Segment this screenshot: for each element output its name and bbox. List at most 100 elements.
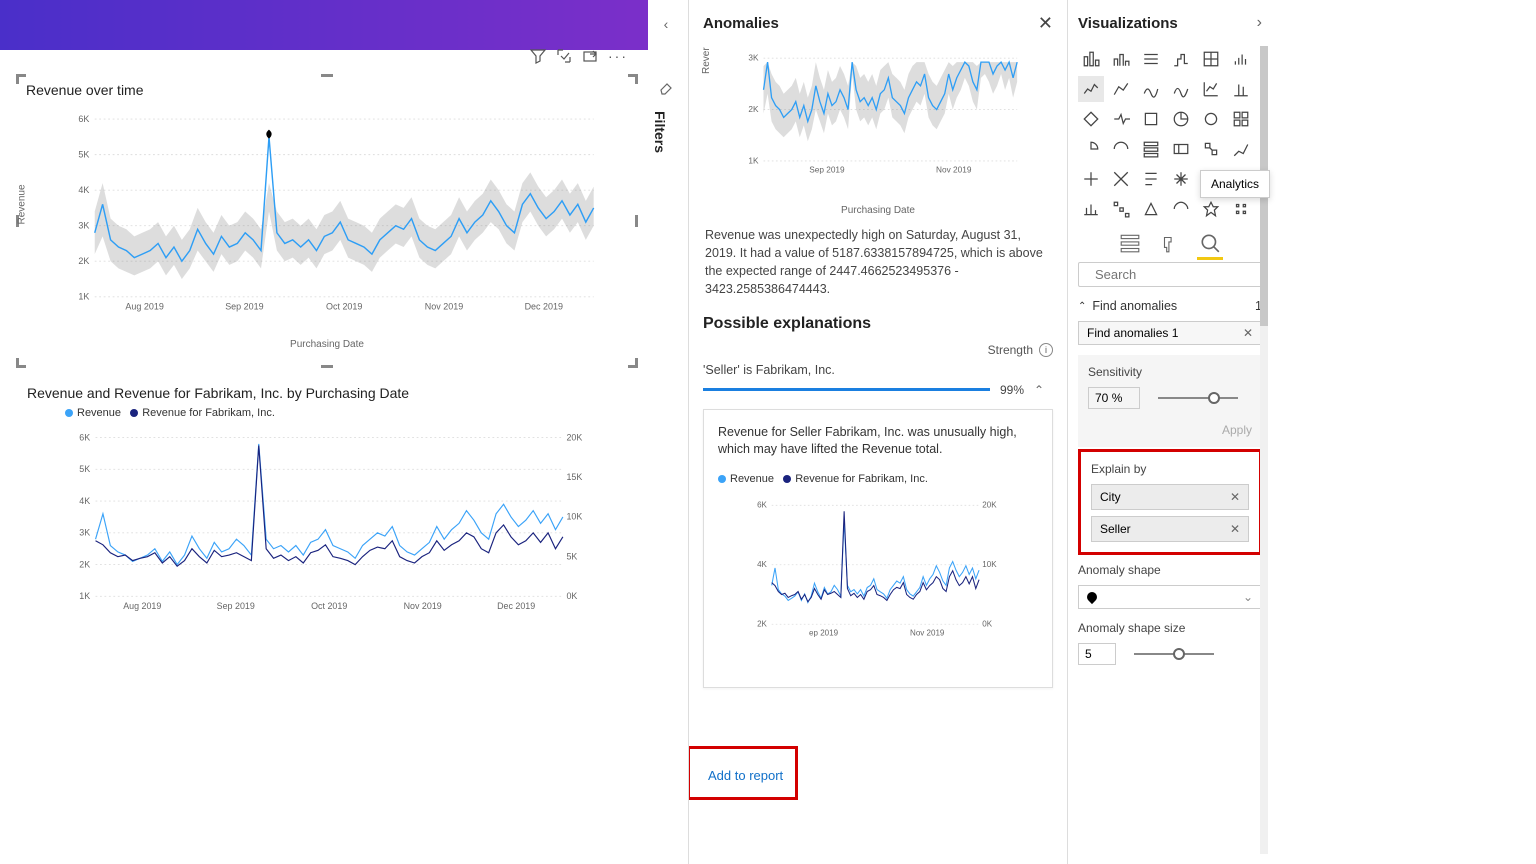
viz-type-icon[interactable] <box>1108 166 1134 192</box>
viz-type-icon[interactable] <box>1138 76 1164 102</box>
chart-revenue-over-time[interactable]: ··· Revenue over time Revenue Purchasing… <box>18 76 636 366</box>
export-icon[interactable] <box>582 48 598 69</box>
shape-size-slider[interactable] <box>1134 647 1214 661</box>
sensitivity-input[interactable]: 70 % <box>1088 387 1140 409</box>
viz-type-icon[interactable] <box>1198 76 1224 102</box>
selection-handle[interactable] <box>628 358 638 368</box>
viz-type-icon[interactable] <box>1108 46 1134 72</box>
legend-label: Revenue for Fabrikam, Inc. <box>795 473 928 485</box>
viz-type-icon[interactable] <box>1138 136 1164 162</box>
visualizations-pane: Visualizations › ⌃ Find anomalies 1 Find… <box>1070 0 1270 864</box>
report-header-bar <box>0 0 648 50</box>
selection-handle[interactable] <box>321 74 333 77</box>
strength-label: Strength <box>988 343 1033 357</box>
info-icon[interactable]: i <box>1039 343 1053 357</box>
viz-type-icon[interactable] <box>1108 76 1134 102</box>
viz-type-icon[interactable] <box>1228 196 1254 222</box>
svg-text:0K: 0K <box>982 619 992 628</box>
viz-type-icon[interactable] <box>1168 166 1194 192</box>
viz-type-icon[interactable] <box>1228 106 1254 132</box>
viz-type-icon[interactable] <box>1228 136 1254 162</box>
chevron-left-icon[interactable]: ‹ <box>652 16 680 32</box>
more-options-icon[interactable]: ··· <box>608 48 628 69</box>
viz-type-icon[interactable] <box>1078 136 1104 162</box>
report-canvas: ··· Revenue over time Revenue Purchasing… <box>0 72 648 690</box>
svg-text:4K: 4K <box>79 496 90 506</box>
legend-label: Revenue <box>730 473 774 485</box>
eraser-icon[interactable] <box>652 80 680 101</box>
scrollbar[interactable] <box>1260 46 1268 854</box>
sensitivity-slider[interactable] <box>1158 391 1238 405</box>
focus-mode-icon[interactable] <box>556 48 572 69</box>
svg-text:2K: 2K <box>748 105 759 114</box>
anomaly-shape-select[interactable]: ⌄ <box>1078 585 1262 609</box>
close-icon[interactable]: ✕ <box>1038 13 1053 34</box>
chart-revenue-fabrikam[interactable]: Revenue and Revenue for Fabrikam, Inc. b… <box>18 378 636 678</box>
selection-handle[interactable] <box>16 74 26 84</box>
svg-text:Dec 2019: Dec 2019 <box>525 301 563 311</box>
legend-dot <box>718 475 726 483</box>
viz-type-icon[interactable] <box>1078 106 1104 132</box>
fields-tab-icon[interactable] <box>1119 232 1141 254</box>
svg-text:20K: 20K <box>982 500 997 509</box>
find-anomalies-section[interactable]: ⌃ Find anomalies 1 <box>1078 299 1262 313</box>
explain-field-seller[interactable]: Seller ✕ <box>1091 516 1249 542</box>
viz-type-icon[interactable] <box>1108 106 1134 132</box>
possible-explanations-title: Possible explanations <box>703 315 1053 333</box>
viz-type-icon[interactable] <box>1198 46 1224 72</box>
svg-text:ep 2019: ep 2019 <box>809 628 839 637</box>
anomaly-shape-label: Anomaly shape <box>1078 563 1262 577</box>
legend-label: Revenue for Fabrikam, Inc. <box>142 407 275 419</box>
analytics-tooltip: Analytics <box>1200 170 1270 198</box>
add-to-report-highlight: Add to report <box>688 746 798 800</box>
viz-type-icon[interactable] <box>1168 136 1194 162</box>
x-axis-label: Purchasing Date <box>290 339 364 350</box>
explanation-card: Revenue for Seller Fabrikam, Inc. was un… <box>703 409 1053 688</box>
selection-handle[interactable] <box>628 74 638 84</box>
chevron-up-icon[interactable]: ⌃ <box>1034 383 1044 397</box>
viz-type-icon[interactable] <box>1138 196 1164 222</box>
format-tab-icon[interactable] <box>1159 232 1181 254</box>
anomaly-item-tag[interactable]: Find anomalies 1 ✕ <box>1078 321 1262 345</box>
search-input[interactable] <box>1095 267 1271 282</box>
viz-type-icon[interactable] <box>1078 76 1104 102</box>
apply-button[interactable]: Apply <box>1088 423 1252 437</box>
filters-pane-collapsed[interactable]: ‹ Filters <box>652 16 680 153</box>
selection-handle[interactable] <box>16 358 26 368</box>
chevron-right-icon[interactable]: › <box>1257 14 1262 32</box>
search-box[interactable] <box>1078 262 1262 287</box>
remove-icon[interactable]: ✕ <box>1243 326 1253 340</box>
explain-field-city[interactable]: City ✕ <box>1091 484 1249 510</box>
viz-type-icon[interactable] <box>1198 136 1224 162</box>
selection-handle[interactable] <box>321 365 333 368</box>
viz-type-icon[interactable] <box>1108 196 1134 222</box>
viz-type-icon[interactable] <box>1078 46 1104 72</box>
viz-type-icon[interactable] <box>1168 106 1194 132</box>
viz-type-icon[interactable] <box>1078 196 1104 222</box>
viz-type-icon[interactable] <box>1138 46 1164 72</box>
viz-type-icon[interactable] <box>1138 166 1164 192</box>
viz-type-icon[interactable] <box>1138 106 1164 132</box>
viz-type-icon[interactable] <box>1108 136 1134 162</box>
viz-type-icon[interactable] <box>1078 166 1104 192</box>
viz-type-icon[interactable] <box>1228 76 1254 102</box>
anomalies-pane: Anomalies ✕ Rever 1K2K3KSep 2019Nov 2019… <box>688 0 1068 864</box>
shape-size-input[interactable]: 5 <box>1078 643 1116 665</box>
viz-type-icon[interactable] <box>1228 46 1254 72</box>
analytics-tab-icon[interactable] <box>1199 232 1221 254</box>
chart-title: Revenue over time <box>18 76 636 104</box>
remove-icon[interactable]: ✕ <box>1230 522 1240 536</box>
explanation-seller-text: 'Seller' is Fabrikam, Inc. <box>703 363 1053 377</box>
viz-type-icon[interactable] <box>1198 106 1224 132</box>
viz-type-icon[interactable] <box>1168 196 1194 222</box>
filter-icon[interactable] <box>530 48 546 69</box>
viz-type-icon[interactable] <box>1168 76 1194 102</box>
remove-icon[interactable]: ✕ <box>1230 490 1240 504</box>
svg-text:5K: 5K <box>79 464 90 474</box>
add-to-report-link[interactable]: Add to report <box>708 768 783 783</box>
svg-text:6K: 6K <box>78 114 89 124</box>
chevron-down-icon: ⌄ <box>1243 590 1253 604</box>
viz-type-icon[interactable] <box>1168 46 1194 72</box>
viz-type-icon[interactable] <box>1198 196 1224 222</box>
chart-title: Revenue and Revenue for Fabrikam, Inc. b… <box>19 379 635 407</box>
